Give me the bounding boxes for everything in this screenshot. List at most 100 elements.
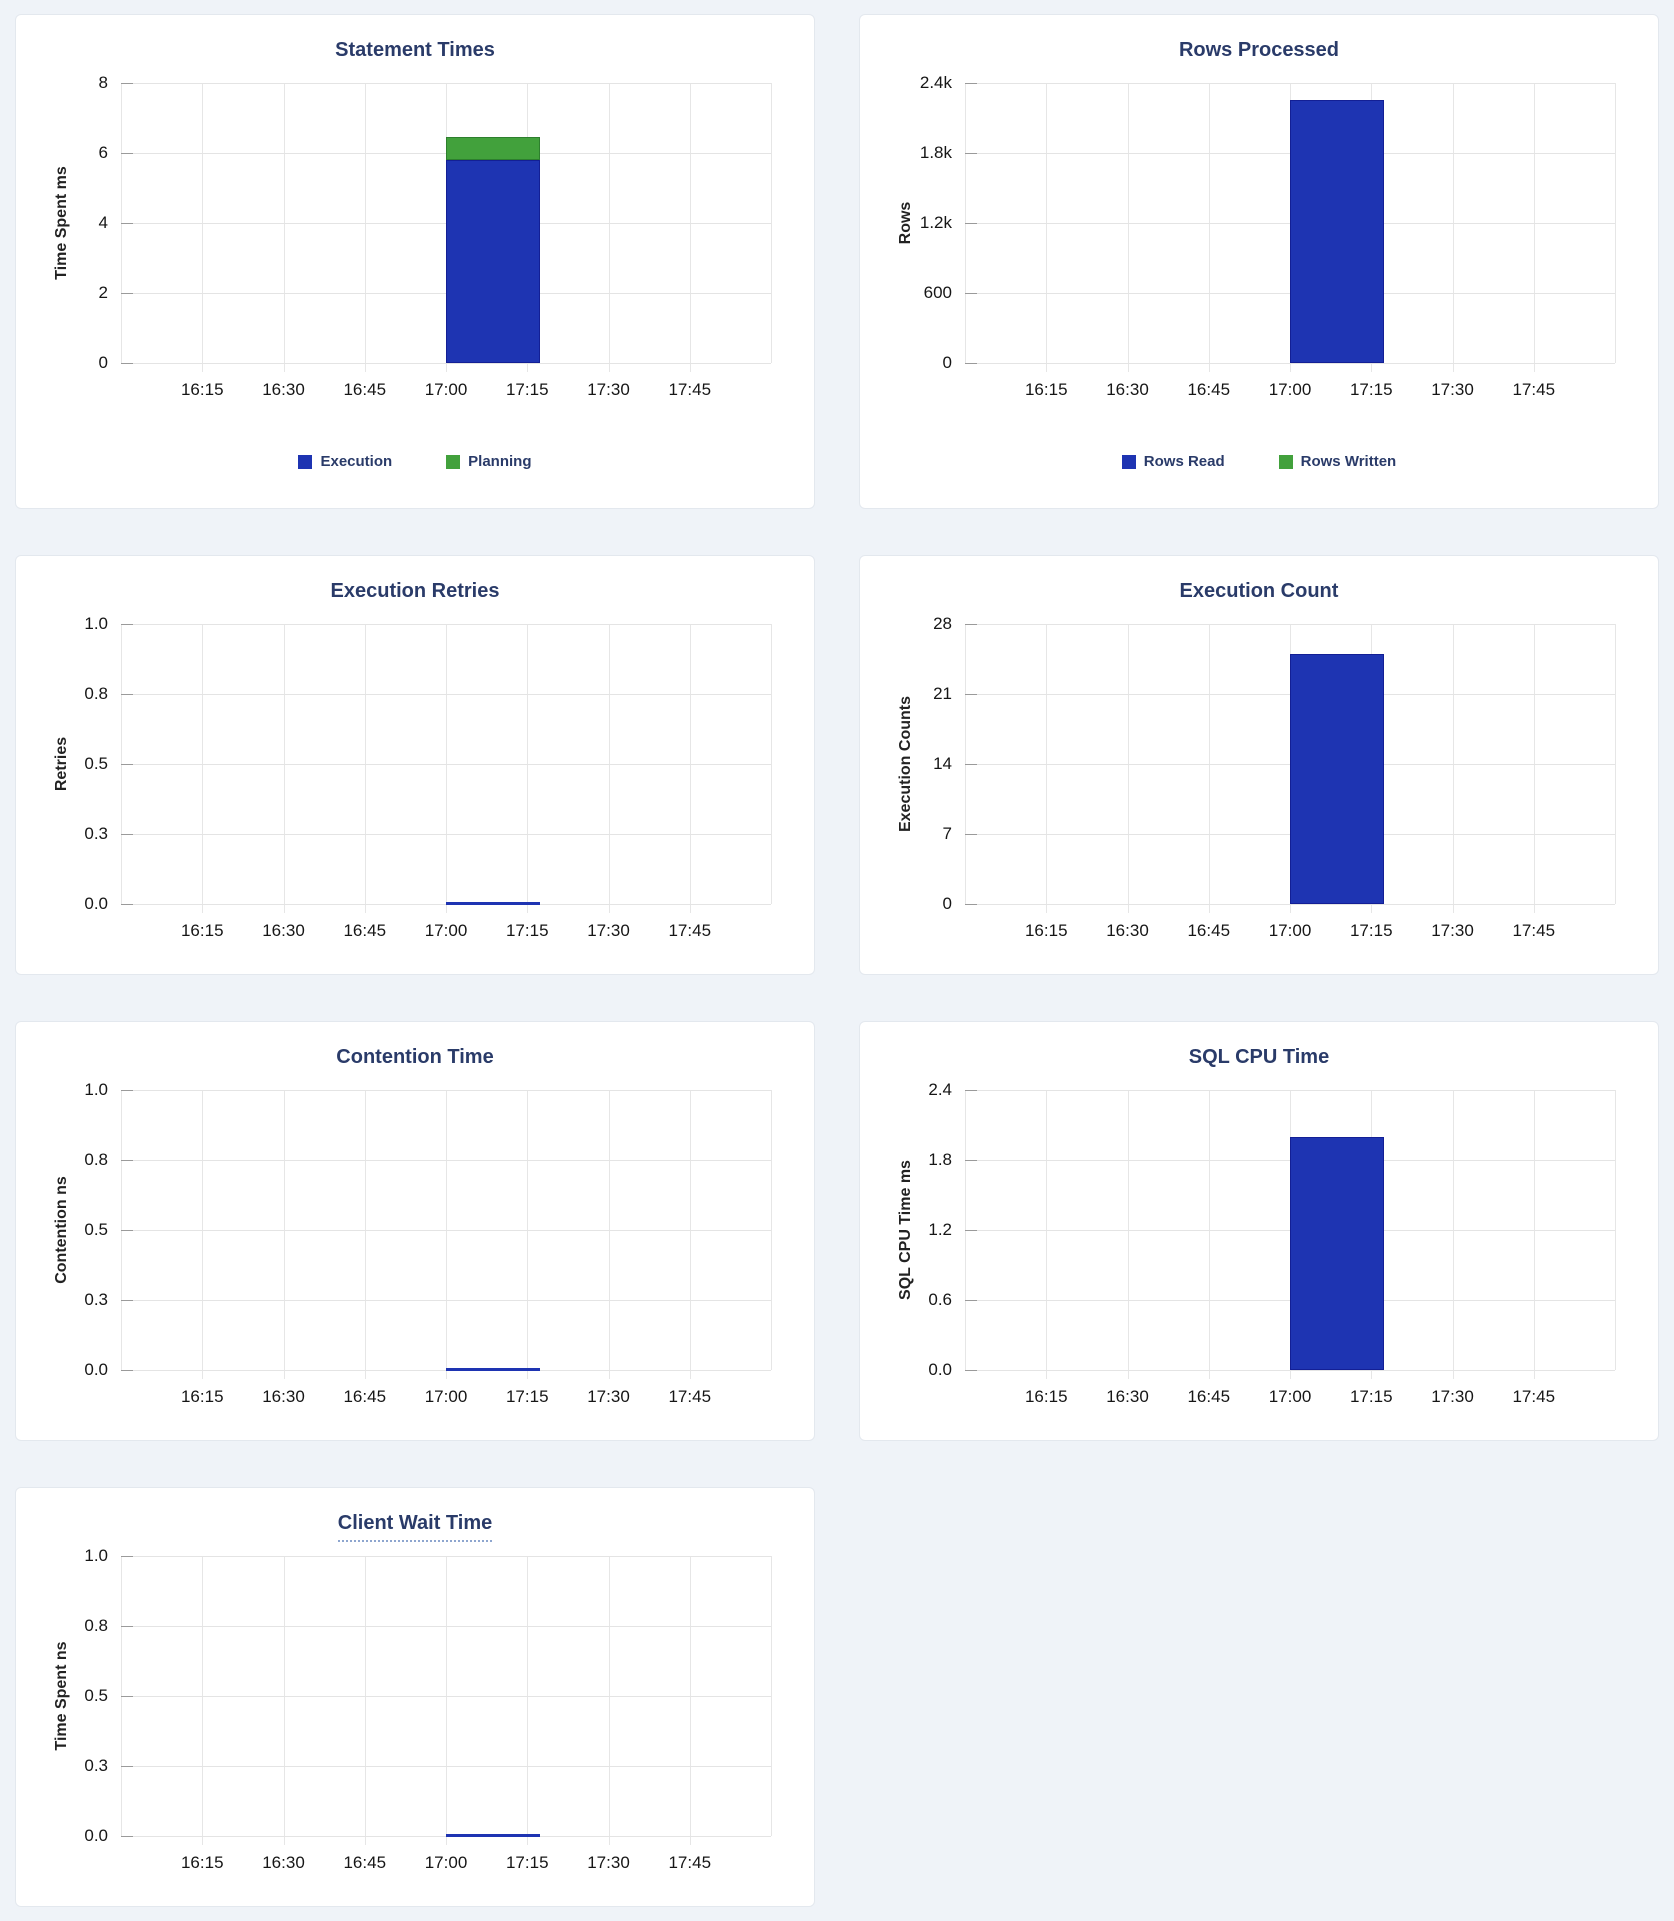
gridline-horizontal xyxy=(965,1370,1615,1371)
gridline-vertical xyxy=(1533,1090,1535,1379)
y-axis-tick-label: 0.6 xyxy=(928,1290,952,1309)
plot-area[interactable] xyxy=(121,1556,772,1845)
gridline-vertical xyxy=(771,624,772,904)
y-axis-tick-label: 8 xyxy=(98,73,108,92)
y-axis-tick-mark xyxy=(965,834,977,835)
gridline-horizontal xyxy=(121,1230,771,1231)
zero-value-bar-retries xyxy=(446,902,541,905)
gridline-horizontal xyxy=(121,83,771,84)
gridline-horizontal xyxy=(121,834,771,835)
chart-card-statement-times: Statement Times Time Spent ms 8 6 4 2 0 16:15… xyxy=(15,14,815,509)
y-axis-tick-label: 0 xyxy=(942,353,952,372)
chart-card-execution-retries: Execution Retries Retries 1.0 0.8 0.5 0.3 0.… xyxy=(15,555,815,975)
y-axis-tick-mark xyxy=(121,1230,133,1231)
legend-item-rows-written[interactable]: Rows Written xyxy=(1278,453,1397,470)
x-axis-tick-label: 16:30 xyxy=(1106,921,1149,940)
y-axis-tick-mark xyxy=(121,624,133,625)
y-axis-tick-mark xyxy=(121,83,133,84)
gridline-horizontal xyxy=(121,1766,771,1767)
y-axis-tick-label: 0.5 xyxy=(84,1220,108,1239)
x-axis-tick-label: 17:00 xyxy=(424,1387,468,1406)
legend-label: Execution xyxy=(320,453,393,470)
bar-segment-rows-read xyxy=(1290,100,1385,363)
legend-swatch-execution xyxy=(298,454,313,469)
gridline-vertical xyxy=(771,1090,772,1370)
x-axis-tick-label: 16:15 xyxy=(180,921,224,940)
gridline-vertical xyxy=(1452,624,1454,913)
y-axis-tick-mark xyxy=(121,904,133,905)
gridline-vertical xyxy=(202,83,204,372)
gridline-vertical xyxy=(608,624,610,913)
chart-card-execution-count: Execution Count Execution Counts 28 21 14 7… xyxy=(859,555,1659,975)
gridline-vertical xyxy=(1046,1090,1048,1379)
y-axis-tick-label: 21 xyxy=(933,684,952,703)
y-axis-tick-mark xyxy=(121,1160,133,1161)
y-axis-tick-label: 4 xyxy=(98,213,108,232)
gridline-vertical xyxy=(283,1090,285,1379)
x-axis-tick-label: 17:30 xyxy=(587,1853,630,1872)
x-axis-tick-label: 16:15 xyxy=(180,1853,224,1872)
x-axis-tick-label: 17:15 xyxy=(505,921,549,940)
legend-item-planning[interactable]: Planning xyxy=(446,453,532,470)
x-axis-tick-label: 16:30 xyxy=(262,1853,305,1872)
y-axis-tick-label: 1.0 xyxy=(84,1080,108,1099)
x-axis-tick-label: 16:15 xyxy=(180,380,224,399)
legend-label: Rows Written xyxy=(1300,453,1397,470)
x-axis-tick-label: 17:00 xyxy=(1268,380,1312,399)
y-axis-tick-mark xyxy=(965,904,977,905)
gridline-vertical xyxy=(1208,1090,1210,1379)
chart-title: SQL CPU Time xyxy=(1188,1046,1330,1068)
y-axis-tick-label: 2.4 xyxy=(928,1080,952,1099)
zero-value-bar-client-wait xyxy=(446,1834,541,1837)
chart-row-3: Contention Time Contention ns 1.0 0.8 0.5 0… xyxy=(15,1021,1659,1441)
x-axis-tick-label: 17:15 xyxy=(505,1387,549,1406)
gridline-vertical xyxy=(689,83,691,372)
gridline-vertical xyxy=(608,83,610,372)
chart-title-with-tooltip: Client Wait Time xyxy=(16,1512,814,1542)
gridline-vertical xyxy=(771,83,772,363)
gridline-vertical xyxy=(202,1090,204,1379)
y-axis-tick-mark xyxy=(965,1090,977,1091)
gridline-vertical xyxy=(1046,624,1048,913)
y-axis-tick-label: 14 xyxy=(933,754,952,773)
plot-area[interactable] xyxy=(965,624,1616,913)
gridline-horizontal xyxy=(121,1626,771,1627)
gridline-vertical xyxy=(283,83,285,372)
y-axis-tick-label: 0 xyxy=(98,353,108,372)
gridline-vertical xyxy=(283,624,285,913)
y-axis-tick-label: 0.0 xyxy=(84,1826,108,1845)
x-axis-tick-label: 16:30 xyxy=(1106,1387,1149,1406)
x-axis-tick-label: 16:30 xyxy=(262,1387,305,1406)
x-axis-tick-label: 16:15 xyxy=(1024,380,1068,399)
plot-area[interactable] xyxy=(121,624,772,913)
gridline-horizontal xyxy=(121,1300,771,1301)
gridline-horizontal xyxy=(121,1556,771,1557)
x-axis-tick-label: 17:30 xyxy=(1431,380,1474,399)
x-axis-tick-label: 17:45 xyxy=(1512,921,1556,940)
x-axis-tick-label: 16:30 xyxy=(262,921,305,940)
y-axis-tick-mark xyxy=(121,1696,133,1697)
gridline-vertical xyxy=(1533,83,1535,372)
gridline-vertical xyxy=(527,1090,529,1379)
plot-area[interactable] xyxy=(121,83,772,372)
plot-area[interactable] xyxy=(965,83,1616,372)
plot-area[interactable] xyxy=(121,1090,772,1379)
y-axis-tick-label: 600 xyxy=(923,283,952,302)
plot-area[interactable] xyxy=(965,1090,1616,1379)
gridline-vertical xyxy=(1533,624,1535,913)
legend-item-rows-read[interactable]: Rows Read xyxy=(1121,453,1225,470)
gridline-vertical xyxy=(771,1556,772,1836)
y-axis-tick-label: 0 xyxy=(942,894,952,913)
y-axis-tick-label: 1.8 xyxy=(928,1150,952,1169)
x-axis-tick-label: 17:00 xyxy=(424,380,468,399)
legend-swatch-planning xyxy=(446,454,461,469)
gridline-horizontal xyxy=(965,363,1615,364)
gridline-vertical xyxy=(1208,624,1210,913)
x-axis-tick-label: 17:45 xyxy=(1512,1387,1556,1406)
x-axis-tick-label: 17:45 xyxy=(668,1387,712,1406)
gridline-vertical xyxy=(689,624,691,913)
legend-item-execution[interactable]: Execution xyxy=(298,453,392,470)
gridline-vertical xyxy=(689,1090,691,1379)
chart-legend: Execution Planning xyxy=(16,453,814,470)
gridline-vertical xyxy=(446,1090,447,1379)
